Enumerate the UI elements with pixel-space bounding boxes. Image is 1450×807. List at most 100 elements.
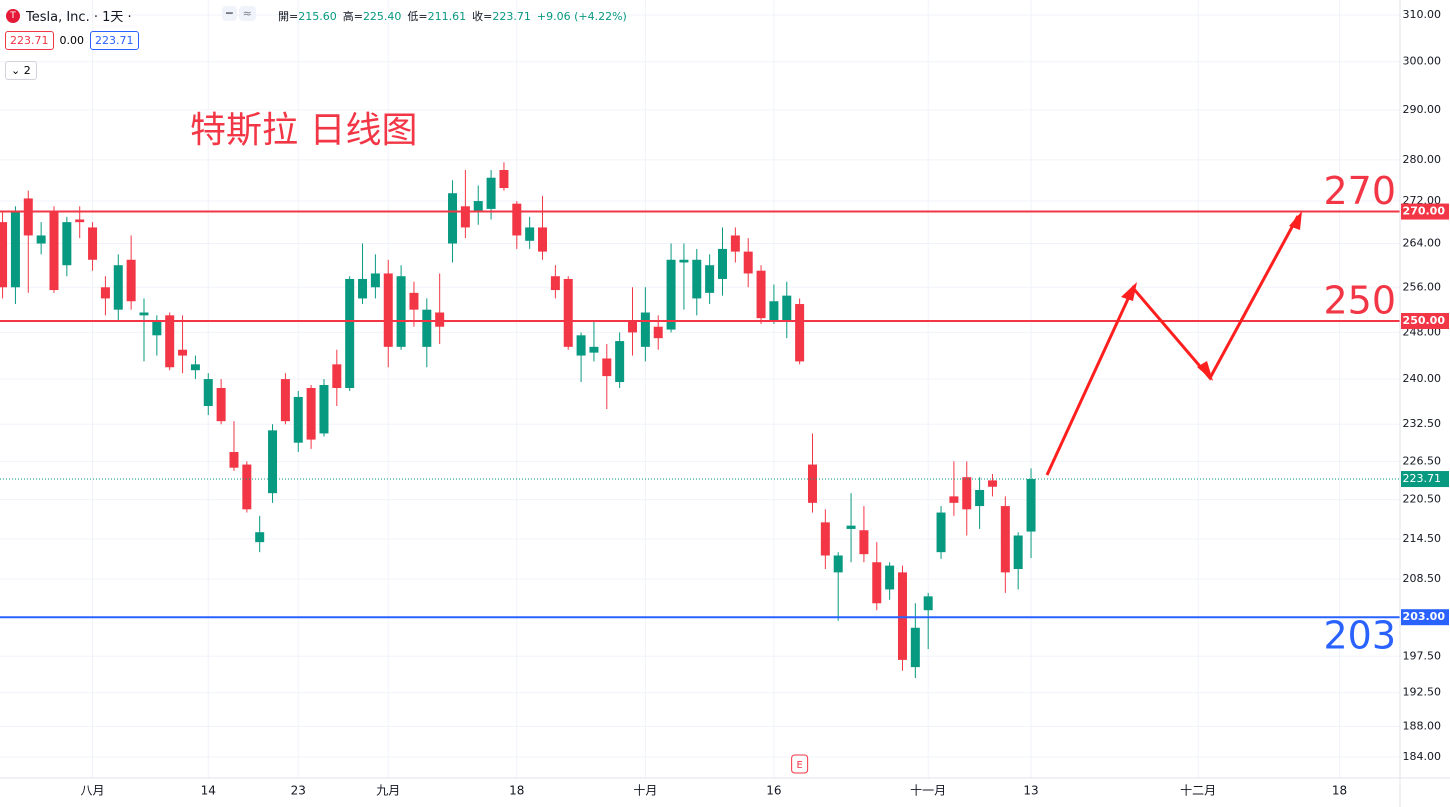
candle-body bbox=[75, 219, 85, 223]
candle-body bbox=[589, 346, 599, 353]
candle-body bbox=[36, 235, 46, 244]
candle-body bbox=[872, 562, 882, 604]
candle-body bbox=[743, 251, 753, 274]
candle-body bbox=[422, 309, 432, 347]
candle-body bbox=[448, 193, 458, 244]
sell-box[interactable]: 223.71 bbox=[5, 31, 54, 50]
candle-body bbox=[782, 295, 792, 322]
level-annotation: 250 bbox=[1323, 279, 1396, 323]
candle-body bbox=[1026, 479, 1036, 532]
last-price-badge bbox=[1401, 471, 1449, 488]
candle-body bbox=[88, 227, 98, 260]
level-badge bbox=[1401, 313, 1449, 330]
x-tick-label: 14 bbox=[201, 784, 216, 798]
candle-body bbox=[833, 555, 843, 573]
x-tick-label: 16 bbox=[766, 784, 781, 798]
symbol[interactable]: Tesla, Inc. · 1天 · bbox=[26, 10, 132, 25]
y-tick-label: 280.00 bbox=[1403, 153, 1442, 166]
candle-body bbox=[859, 530, 869, 555]
last-price-label: 223.71 bbox=[1403, 472, 1442, 485]
logo: T bbox=[6, 8, 20, 23]
symbol-header: T Tesla, Inc. · 1天 · bbox=[6, 6, 132, 25]
candle-body bbox=[255, 532, 265, 543]
candle-body bbox=[910, 627, 920, 668]
candle-body bbox=[885, 565, 895, 590]
candle-body bbox=[229, 452, 239, 468]
candle-body bbox=[165, 315, 175, 368]
candle-body bbox=[820, 522, 830, 556]
y-tick-label: 214.50 bbox=[1403, 532, 1442, 545]
y-tick-label: 226.50 bbox=[1403, 454, 1442, 467]
ohlc-label: 開= bbox=[278, 10, 299, 23]
candle-body bbox=[987, 480, 997, 487]
toggle[interactable]: ━ bbox=[222, 6, 237, 21]
candle-body bbox=[280, 379, 290, 422]
candle-body bbox=[0, 222, 8, 288]
candle-body bbox=[332, 364, 342, 388]
indicator-toggle[interactable]: ⌄ 2 bbox=[5, 61, 37, 80]
candle-body bbox=[512, 203, 522, 236]
candle-body bbox=[139, 312, 149, 316]
candle-body bbox=[756, 270, 766, 319]
x-tick-label: 18 bbox=[1332, 784, 1347, 798]
y-tick-label: 264.00 bbox=[1403, 237, 1442, 250]
change: +9.06 (+4.22%) bbox=[536, 10, 627, 23]
candle-body bbox=[1013, 535, 1023, 569]
x-tick-label: 23 bbox=[291, 784, 306, 798]
spread: 0.00 bbox=[59, 34, 85, 47]
toggle[interactable]: ≈ bbox=[238, 6, 256, 21]
candle-body bbox=[923, 596, 933, 611]
x-tick-label: 八月 bbox=[81, 784, 105, 798]
candle-body bbox=[615, 341, 625, 383]
y-tick-label: 220.50 bbox=[1403, 493, 1442, 506]
candle-body bbox=[113, 265, 123, 310]
candle-body bbox=[306, 387, 316, 440]
candle-body bbox=[409, 292, 419, 310]
buy-box[interactable]: 223.71 bbox=[90, 31, 139, 50]
candle-body bbox=[962, 477, 972, 510]
candle-body bbox=[807, 464, 817, 503]
candle-body bbox=[538, 227, 548, 252]
arrowhead bbox=[1121, 282, 1137, 301]
candle-body bbox=[268, 430, 278, 494]
x-tick-label: 十二月 bbox=[1180, 784, 1216, 798]
candle-body bbox=[550, 276, 560, 291]
arrowhead bbox=[1289, 211, 1302, 230]
y-tick-label: 240.00 bbox=[1403, 372, 1442, 385]
x-tick-label: 13 bbox=[1023, 784, 1038, 798]
level-annotation: 270 bbox=[1323, 169, 1396, 213]
event-marker bbox=[791, 754, 809, 774]
candle-body bbox=[602, 358, 612, 377]
candle-body bbox=[846, 525, 856, 529]
ohlc-value: 215.60 bbox=[298, 10, 337, 23]
y-tick-label: 208.50 bbox=[1403, 572, 1442, 585]
x-tick-label: 18 bbox=[509, 784, 524, 798]
candle-body bbox=[949, 496, 959, 503]
candle-body bbox=[319, 385, 329, 434]
y-tick-label: 310.00 bbox=[1403, 8, 1442, 21]
level-axis-label: 203.00 bbox=[1403, 610, 1446, 623]
ohlc-label: 高= bbox=[342, 10, 363, 23]
candle-body bbox=[460, 206, 470, 228]
arrowhead bbox=[1197, 361, 1213, 381]
candle-body bbox=[525, 227, 535, 241]
candle-body bbox=[190, 364, 200, 371]
candle-body bbox=[640, 312, 650, 347]
ohlc-label: 收= bbox=[472, 10, 493, 23]
y-tick-label: 197.50 bbox=[1403, 649, 1442, 662]
candle-body bbox=[23, 198, 33, 236]
candle-body bbox=[499, 170, 509, 189]
candle-body bbox=[396, 276, 406, 347]
candle-body bbox=[486, 177, 496, 209]
candle-body bbox=[242, 464, 252, 510]
candle-body bbox=[1000, 506, 1010, 573]
candle-body bbox=[769, 301, 779, 322]
x-tick-label: 十一月 bbox=[910, 784, 946, 798]
candle-body bbox=[576, 335, 586, 356]
candle-body bbox=[100, 287, 110, 299]
candle-body bbox=[49, 211, 59, 291]
y-tick-label: 188.00 bbox=[1403, 719, 1442, 732]
candle-body bbox=[717, 248, 727, 279]
